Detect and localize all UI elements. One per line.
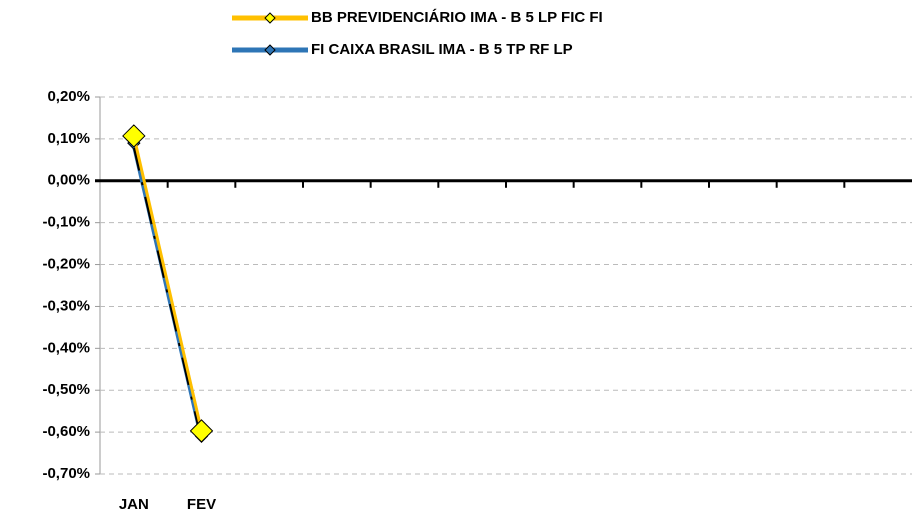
y-tick-label: 0,20%: [47, 88, 90, 105]
x-tick-label: FEV: [187, 496, 216, 513]
y-tick-label: -0,40%: [42, 339, 90, 356]
y-tick-label: -0,70%: [42, 465, 90, 482]
y-tick-label: -0,10%: [42, 214, 90, 231]
y-tick-label: -0,30%: [42, 297, 90, 314]
y-tick-label: -0,50%: [42, 381, 90, 398]
series-line: [132, 135, 203, 432]
y-tick-label: -0,20%: [42, 256, 90, 273]
y-tick-label: -0,60%: [42, 423, 90, 440]
legend-marker: [264, 44, 276, 56]
legend-label: BB PREVIDENCIÁRIO IMA - B 5 LP FIC FI: [311, 9, 603, 26]
point: [122, 124, 146, 148]
y-tick-label: 0,10%: [47, 130, 90, 147]
y-tick-label: 0,00%: [47, 172, 90, 189]
legend-marker: [264, 12, 276, 24]
legend-label: FI CAIXA BRASIL IMA - B 5 TP RF LP: [311, 41, 573, 58]
point: [189, 419, 214, 443]
x-tick-label: JAN: [119, 496, 149, 513]
